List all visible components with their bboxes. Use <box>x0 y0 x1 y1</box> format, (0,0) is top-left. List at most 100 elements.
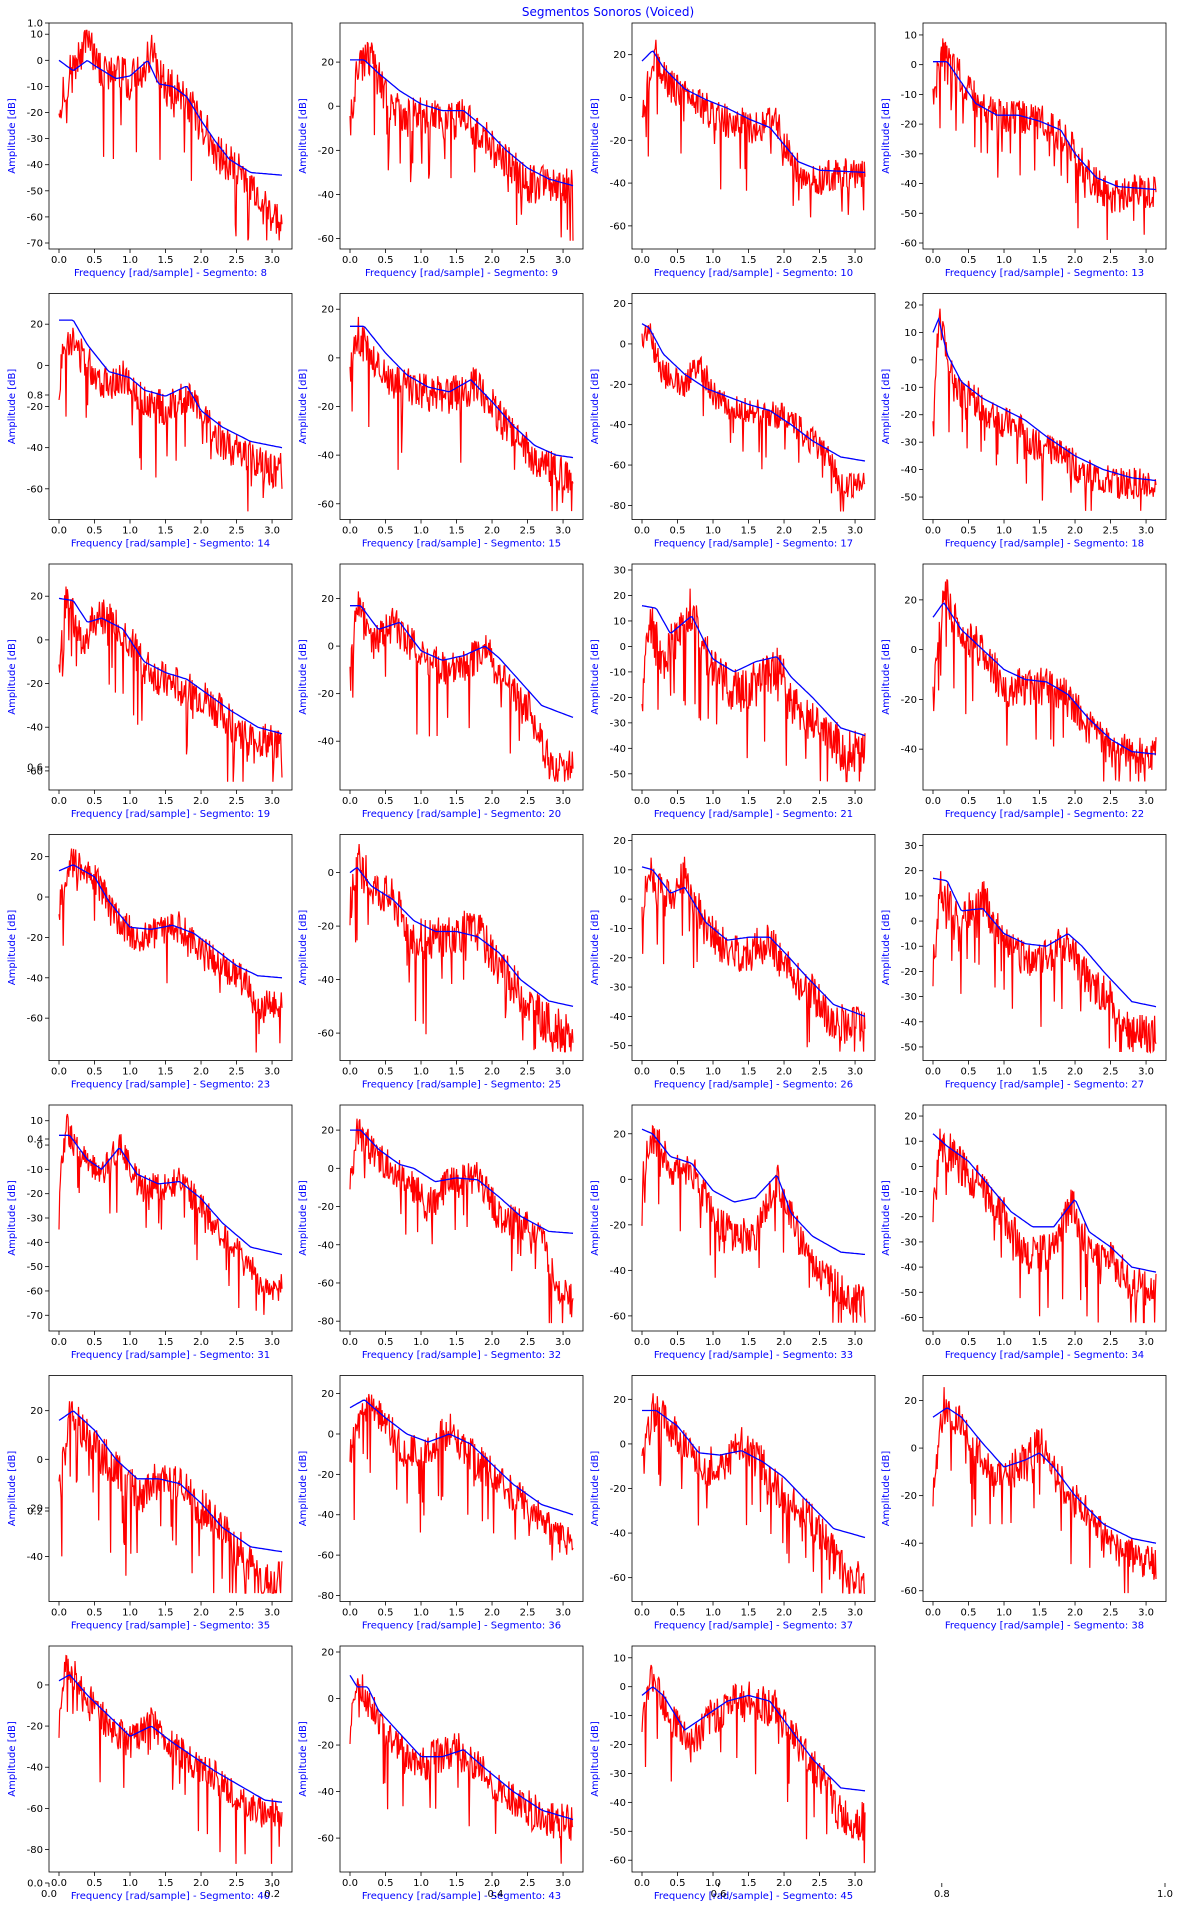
x-axis-label: Frequency [rad/sample] - Segmento: 9 <box>365 268 558 279</box>
y-axis-label: Amplitude [dB] <box>298 1180 309 1256</box>
x-tick-label: 1.0 <box>413 796 429 807</box>
y-tick-label: -50 <box>901 209 917 220</box>
subplot-segment-23: 0.0 0.5 1.0 1.5 2.0 2.5 3.0 20 0 -20 -40 -60 Frequen… <box>7 834 293 1091</box>
y-axis-label: Amplitude [dB] <box>7 1451 18 1527</box>
y-tick-label: -60 <box>610 461 626 472</box>
x-axis-label: Frequency [rad/sample] - Segmento: 20 <box>362 809 561 820</box>
lpc-envelope-line <box>932 1407 1157 1544</box>
y-axis-label: Amplitude [dB] <box>590 369 601 445</box>
y-tick-label: -70 <box>27 239 43 250</box>
lpc-envelope-line <box>932 877 1157 1008</box>
x-tick-label: 3.0 <box>1138 1608 1154 1619</box>
y-tick-label: -50 <box>610 769 626 780</box>
y-tick-label: -40 <box>318 1787 334 1798</box>
lpc-envelope-line <box>641 605 866 737</box>
y-tick-label: 30 <box>613 566 626 577</box>
y-axis-label: Amplitude [dB] <box>298 1451 309 1527</box>
y-tick-label: -60 <box>27 1804 43 1815</box>
y-axis-label: Amplitude [dB] <box>7 98 18 174</box>
y-axis-label: Amplitude [dB] <box>298 369 309 445</box>
x-tick-label: 0.0 <box>634 1608 650 1619</box>
plot-frame <box>48 1104 293 1332</box>
y-tick-label: -20 <box>27 1189 43 1200</box>
x-tick-label: 1.0 <box>122 796 138 807</box>
x-tick-label: 1.0 <box>705 1608 721 1619</box>
y-tick-label: -20 <box>318 1741 334 1752</box>
y-tick-label: -60 <box>27 484 43 495</box>
x-tick-label: 3.0 <box>264 255 280 266</box>
lpc-envelope-line <box>641 50 866 174</box>
overlay-y-tick-label: 0.6 <box>27 763 43 774</box>
subplot-segment-32: 0.0 0.5 1.0 1.5 2.0 2.5 3.0 20 0 -20 -40 -60 -80 Freq… <box>298 1104 584 1361</box>
x-tick-label: 0.0 <box>342 1878 358 1889</box>
x-tick-label: 3.0 <box>555 796 571 807</box>
spectrum-line <box>932 1387 1157 1594</box>
y-tick-label: 0 <box>911 60 917 71</box>
spectrum-line <box>349 1393 574 1561</box>
x-tick-label: 0.5 <box>87 526 103 537</box>
x-axis-label: Frequency [rad/sample] - Segmento: 15 <box>362 539 561 550</box>
x-tick-label: 2.0 <box>776 1337 792 1348</box>
x-tick-label: 2.5 <box>229 526 245 537</box>
x-tick-label: 0.0 <box>342 1067 358 1078</box>
y-tick-label: -40 <box>27 443 43 454</box>
y-tick-label: -20 <box>901 1491 917 1502</box>
lpc-envelope-line <box>932 1133 1157 1273</box>
x-tick-label: 3.0 <box>555 1067 571 1078</box>
spectrum-line <box>58 1401 283 1594</box>
y-tick-label: -50 <box>901 493 917 504</box>
x-tick-label: 0.5 <box>961 1608 977 1619</box>
spectrum-line <box>58 848 283 1053</box>
subplot-segment-21: 0.0 0.5 1.0 1.5 2.0 2.5 3.0 30 20 10 0 -10 -20 -30 -40… <box>590 563 876 820</box>
x-axis-label: Frequency [rad/sample] - Segmento: 14 <box>71 539 270 550</box>
lpc-envelope-line <box>58 597 283 735</box>
plot-frame <box>922 1104 1167 1332</box>
x-tick-label: 2.0 <box>484 255 500 266</box>
x-tick-label: 3.0 <box>1138 1337 1154 1348</box>
spectrum-line <box>641 1124 866 1323</box>
y-tick-label: -60 <box>901 1313 917 1324</box>
x-tick-label: 3.0 <box>1138 796 1154 807</box>
subplot-segment-40: 0.0 0.5 1.0 1.5 2.0 2.5 3.00-20-40-60-80Freque… <box>7 1645 293 1902</box>
x-tick-label: 0.5 <box>87 1608 103 1619</box>
y-tick-label: -80 <box>27 1845 43 1856</box>
x-tick-label: 3.0 <box>847 1067 863 1078</box>
y-tick-label: -40 <box>318 1510 334 1521</box>
y-tick-label: -40 <box>610 1798 626 1809</box>
x-tick-label: 2.5 <box>812 526 828 537</box>
y-tick-label: -40 <box>610 744 626 755</box>
x-tick-label: 3.0 <box>264 1067 280 1078</box>
y-tick-label: -10 <box>901 1187 917 1198</box>
x-axis-label: Frequency [rad/sample] - Segmento: 27 <box>945 1080 1144 1091</box>
x-tick-label: 1.5 <box>449 1337 465 1348</box>
plot-frame <box>339 22 584 250</box>
y-tick-label: -40 <box>27 160 43 171</box>
y-tick-label: -10 <box>901 90 917 101</box>
y-tick-label: -60 <box>27 1014 43 1025</box>
y-tick-label: -50 <box>27 1262 43 1273</box>
x-tick-label: 1.5 <box>449 1608 465 1619</box>
y-tick-label: 20 <box>904 1112 917 1123</box>
y-tick-label: -10 <box>610 667 626 678</box>
subplot-segment-33: 0.0 0.5 1.0 1.5 2.0 2.5 3.0 20 0 -20 -40 -60 Frequen… <box>590 1104 876 1361</box>
y-tick-label: -20 <box>318 1202 334 1213</box>
y-tick-label: -20 <box>318 1470 334 1481</box>
x-tick-label: 1.5 <box>1032 796 1048 807</box>
y-tick-label: 0 <box>328 1429 334 1440</box>
plot-frame <box>922 22 1167 250</box>
y-axis-label: Amplitude [dB] <box>7 639 18 715</box>
y-tick-label: 20 <box>321 58 334 69</box>
y-axis-label: Amplitude [dB] <box>7 369 18 445</box>
y-tick-label: -50 <box>901 1288 917 1299</box>
x-tick-label: 0.5 <box>378 526 394 537</box>
lpc-envelope-line <box>349 1399 574 1516</box>
overlay-y-tick-label: 1.0 <box>27 19 43 30</box>
x-tick-label: 2.0 <box>1067 1608 1083 1619</box>
subplot-segment-31: 0.0 0.5 1.0 1.5 2.0 2.5 3.0 10 0 -10 -20 -30 -40 -50 -… <box>7 1104 293 1361</box>
lpc-envelope-line <box>59 319 283 449</box>
y-tick-label: -40 <box>318 1240 334 1251</box>
y-tick-label: 20 <box>904 595 917 606</box>
x-tick-label: 1.0 <box>705 1067 721 1078</box>
lpc-envelope-line <box>641 1686 866 1792</box>
y-tick-label: 20 <box>904 300 917 311</box>
